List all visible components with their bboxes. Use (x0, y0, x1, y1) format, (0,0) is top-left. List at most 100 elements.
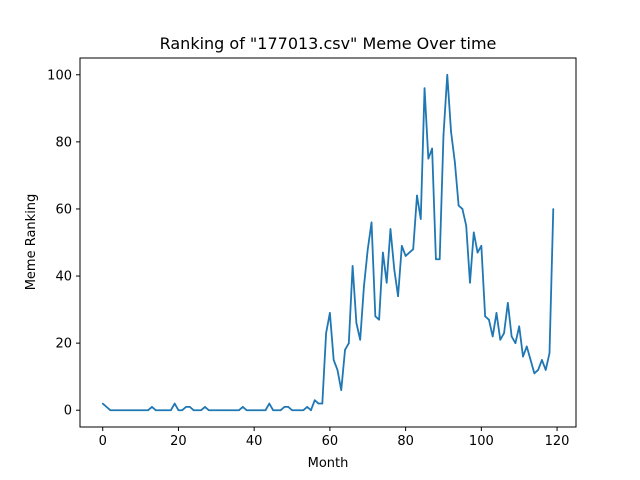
data-point (495, 312, 498, 314)
data-point (450, 131, 452, 133)
data-point (336, 369, 339, 371)
data-point (416, 194, 418, 197)
data-point (552, 208, 555, 210)
data-point (484, 315, 486, 318)
data-point (446, 73, 449, 76)
data-point (283, 406, 286, 408)
x-tick-label: 80 (397, 434, 414, 449)
data-point (537, 369, 539, 371)
x-tick-label: 60 (322, 434, 339, 449)
data-point (211, 409, 214, 412)
data-point (412, 248, 414, 251)
data-point (461, 208, 464, 210)
y-tick-label: 0 (64, 404, 72, 419)
y-tick-label: 40 (55, 270, 72, 285)
data-point (135, 409, 138, 412)
y-tick-label: 80 (55, 135, 72, 150)
data-point (351, 265, 354, 267)
y-axis-label: Meme Ranking (24, 194, 39, 291)
data-point (480, 245, 483, 247)
data-point (408, 251, 411, 254)
plot-area-frame (79, 57, 577, 428)
data-point (507, 302, 509, 304)
data-point (151, 406, 153, 408)
y-tick-label: 60 (55, 202, 72, 217)
data-point (207, 409, 210, 412)
data-point (173, 402, 176, 405)
data-point (105, 406, 108, 408)
data-point (503, 332, 505, 334)
data-point (397, 295, 399, 297)
data-point (310, 409, 312, 412)
data-point (268, 402, 271, 405)
data-point (355, 322, 358, 324)
data-point (374, 315, 377, 318)
x-tick-label: 40 (246, 434, 263, 449)
x-tick-label: 120 (545, 434, 570, 449)
data-point (332, 359, 335, 361)
data-point (465, 224, 468, 227)
x-axis: 0 20 40 60 80 100 120 (99, 427, 570, 449)
data-point (499, 338, 502, 341)
data-point (257, 409, 259, 412)
data-point (181, 409, 184, 412)
data-point (238, 409, 240, 412)
data-point (109, 409, 112, 412)
data-point (419, 218, 422, 220)
x-tick-label: 20 (170, 434, 187, 449)
data-point (313, 399, 316, 401)
data-point (101, 402, 104, 405)
data-point (124, 409, 127, 412)
data-point (476, 251, 479, 254)
data-point (366, 248, 369, 251)
data-point (113, 409, 115, 412)
data-point (317, 402, 320, 405)
data-point (128, 409, 131, 412)
x-tick-label: 100 (469, 434, 494, 449)
data-point (226, 409, 229, 412)
data-point (525, 345, 528, 348)
data-point (139, 409, 142, 412)
data-point (541, 359, 543, 361)
data-point (363, 285, 365, 287)
data-point (435, 258, 437, 261)
data-point (529, 359, 532, 361)
data-point (200, 409, 202, 412)
data-point (158, 409, 161, 412)
data-point (382, 251, 384, 254)
data-point (185, 406, 187, 408)
data-point (177, 409, 180, 412)
data-point (166, 409, 168, 412)
data-point (325, 332, 327, 334)
data-point (215, 409, 218, 412)
data-point (491, 335, 494, 338)
data-point (514, 342, 517, 344)
data-point (423, 87, 426, 89)
data-point (469, 281, 471, 284)
data-point (219, 409, 221, 412)
data-point (488, 318, 490, 321)
data-point (393, 268, 396, 271)
data-point (344, 349, 346, 351)
data-point (276, 409, 278, 412)
data-point (143, 409, 146, 412)
data-point (132, 409, 134, 412)
data-point (359, 338, 361, 341)
data-point (389, 228, 392, 230)
data-point (442, 134, 445, 136)
data-point (291, 409, 293, 412)
data-point (438, 258, 441, 261)
data-point (154, 409, 157, 412)
data-point (431, 147, 433, 150)
data-point (306, 406, 308, 408)
data-point (454, 161, 456, 163)
data-point (230, 409, 233, 412)
data-point (401, 245, 403, 247)
data-point (223, 409, 225, 412)
data-point (245, 409, 248, 412)
x-tick-label: 0 (99, 434, 107, 449)
data-point (162, 409, 165, 412)
data-point (147, 409, 149, 412)
data-point (264, 409, 267, 412)
